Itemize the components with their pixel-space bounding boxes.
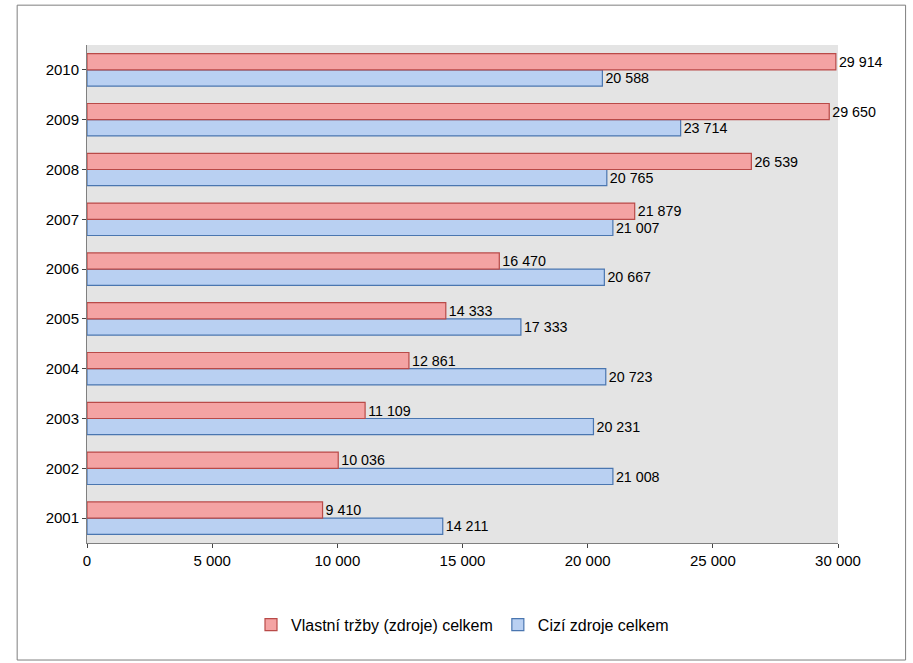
svg-text:Vlastní tržby (zdroje) celkem: Vlastní tržby (zdroje) celkem: [291, 617, 493, 634]
svg-text:14 211: 14 211: [446, 518, 489, 534]
svg-text:20 765: 20 765: [610, 170, 654, 186]
svg-text:2010: 2010: [46, 61, 79, 78]
svg-text:26 539: 26 539: [754, 154, 798, 170]
svg-text:14 333: 14 333: [449, 303, 493, 319]
svg-text:20 231: 20 231: [596, 419, 640, 435]
svg-text:Cizí zdroje celkem: Cizí zdroje celkem: [538, 617, 669, 634]
svg-text:29 914: 29 914: [839, 54, 883, 70]
svg-text:21 008: 21 008: [616, 469, 660, 485]
svg-text:2004: 2004: [46, 360, 79, 377]
svg-text:16 470: 16 470: [502, 253, 546, 269]
svg-text:29 650: 29 650: [832, 104, 876, 120]
svg-text:25 000: 25 000: [690, 552, 736, 569]
svg-text:23 714: 23 714: [684, 120, 728, 136]
svg-text:2008: 2008: [46, 161, 79, 178]
svg-text:30 000: 30 000: [815, 552, 861, 569]
svg-text:20 667: 20 667: [607, 269, 651, 285]
svg-text:9 410: 9 410: [326, 502, 362, 518]
svg-text:17 333: 17 333: [524, 319, 568, 335]
svg-text:5 000: 5 000: [193, 552, 231, 569]
svg-text:11 109: 11 109: [368, 403, 411, 419]
svg-text:2003: 2003: [46, 410, 79, 427]
svg-text:2006: 2006: [46, 260, 79, 277]
svg-text:20 000: 20 000: [565, 552, 611, 569]
svg-text:2005: 2005: [46, 310, 79, 327]
svg-text:12 861: 12 861: [412, 353, 456, 369]
svg-text:2009: 2009: [46, 111, 79, 128]
svg-text:20 723: 20 723: [609, 369, 653, 385]
svg-text:10 036: 10 036: [341, 452, 385, 468]
svg-text:21 007: 21 007: [616, 220, 660, 236]
svg-text:2002: 2002: [46, 460, 79, 477]
svg-text:2007: 2007: [46, 211, 79, 228]
svg-text:10 000: 10 000: [314, 552, 360, 569]
svg-text:15 000: 15 000: [440, 552, 486, 569]
svg-text:20 588: 20 588: [605, 70, 649, 86]
svg-text:2001: 2001: [46, 509, 79, 526]
svg-text:0: 0: [83, 552, 91, 569]
svg-text:21 879: 21 879: [638, 203, 682, 219]
